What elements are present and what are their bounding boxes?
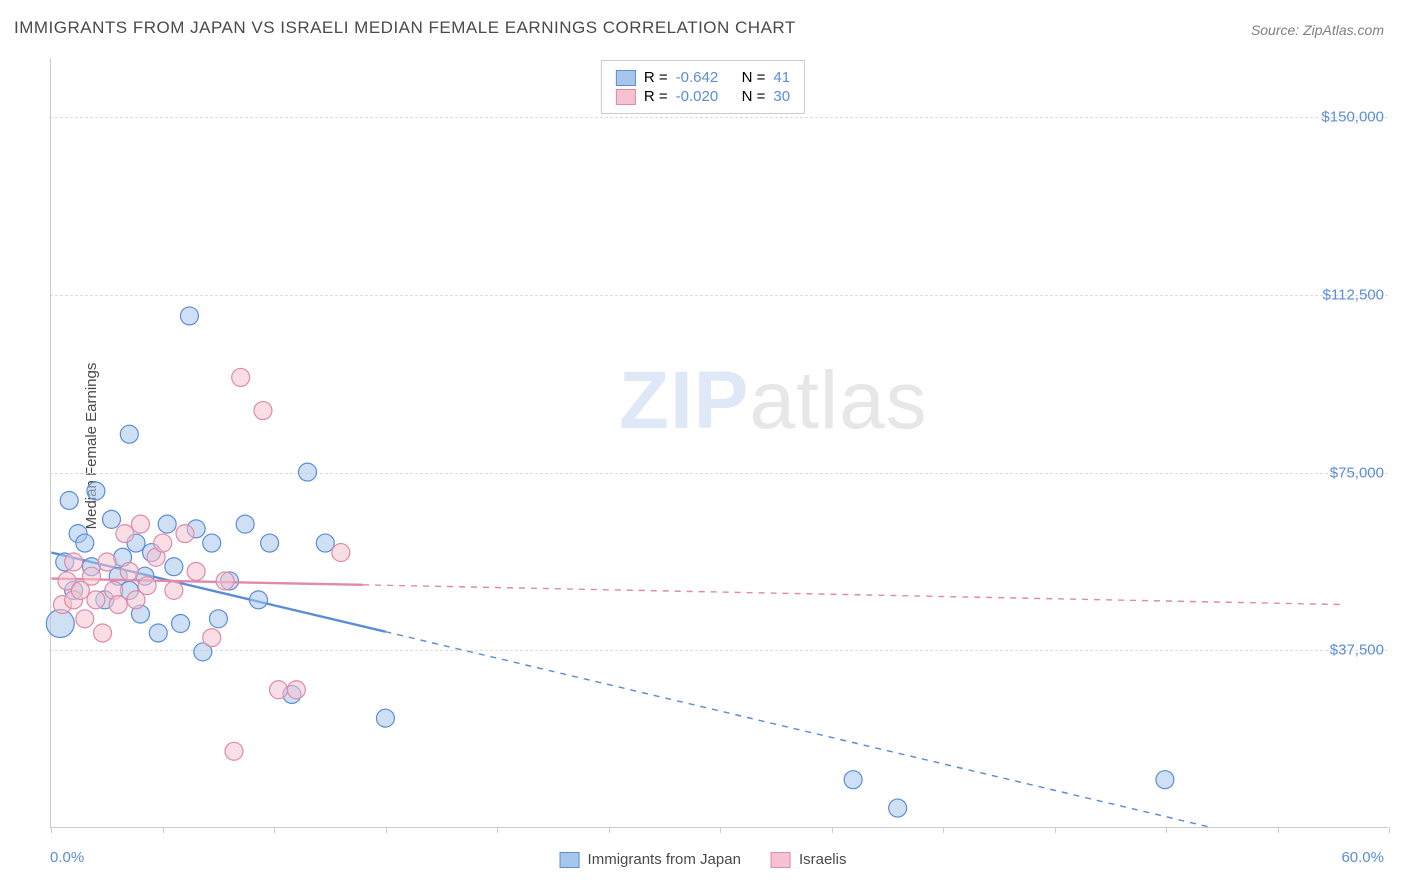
data-point [103, 510, 121, 528]
r-label: R = [644, 69, 668, 86]
data-point [158, 515, 176, 533]
data-point [889, 799, 907, 817]
data-point [844, 771, 862, 789]
legend-bottom-swatch-0 [560, 852, 580, 868]
x-tick [609, 827, 610, 833]
data-point [76, 610, 94, 628]
data-point [131, 515, 149, 533]
data-point [261, 534, 279, 552]
data-point [109, 596, 127, 614]
trendline-dashed [385, 632, 1209, 827]
data-point [138, 577, 156, 595]
legend-bottom-label-0: Immigrants from Japan [588, 851, 741, 868]
data-point [316, 534, 334, 552]
data-point [165, 581, 183, 599]
x-tick [51, 827, 52, 833]
data-point [172, 615, 190, 633]
data-point [216, 572, 234, 590]
data-point [180, 307, 198, 325]
x-tick [943, 827, 944, 833]
x-tick [1389, 827, 1390, 833]
data-point [154, 534, 172, 552]
data-point [287, 681, 305, 699]
data-point [332, 544, 350, 562]
data-point [298, 463, 316, 481]
legend-row-series-1: R = -0.020 N = 30 [616, 88, 790, 105]
data-point [98, 553, 116, 571]
data-point [187, 562, 205, 580]
n-value-1: 30 [773, 88, 790, 105]
x-tick-label-min: 0.0% [50, 849, 84, 866]
chart-plot-area [50, 58, 1388, 828]
data-point [94, 624, 112, 642]
r-value-1: -0.020 [676, 88, 734, 105]
data-point [254, 402, 272, 420]
data-point [225, 742, 243, 760]
trendline-dashed [363, 585, 1343, 605]
data-point [376, 709, 394, 727]
r-label: R = [644, 88, 668, 105]
x-tick [1278, 827, 1279, 833]
chart-title: IMMIGRANTS FROM JAPAN VS ISRAELI MEDIAN … [14, 18, 796, 38]
scatter-svg [51, 58, 1388, 827]
legend-bottom-label-1: Israelis [799, 851, 847, 868]
data-point [1156, 771, 1174, 789]
data-point [165, 558, 183, 576]
x-tick [274, 827, 275, 833]
legend-row-series-0: R = -0.642 N = 41 [616, 69, 790, 86]
data-point [236, 515, 254, 533]
legend-swatch-0 [616, 70, 636, 86]
x-tick [1055, 827, 1056, 833]
x-tick [1166, 827, 1167, 833]
x-tick [497, 827, 498, 833]
legend-bottom-swatch-1 [771, 852, 791, 868]
n-label: N = [742, 69, 766, 86]
x-tick [386, 827, 387, 833]
r-value-0: -0.642 [676, 69, 734, 86]
data-point [203, 534, 221, 552]
data-point [209, 610, 227, 628]
data-point [250, 591, 268, 609]
data-point [82, 567, 100, 585]
data-point [87, 591, 105, 609]
data-point [120, 425, 138, 443]
data-point [149, 624, 167, 642]
data-point [116, 525, 134, 543]
data-point [176, 525, 194, 543]
data-point [65, 553, 83, 571]
legend-swatch-1 [616, 89, 636, 105]
data-point [120, 562, 138, 580]
data-point [270, 681, 288, 699]
x-tick [832, 827, 833, 833]
legend-item-1: Israelis [771, 851, 847, 868]
data-point [203, 629, 221, 647]
x-tick-label-max: 60.0% [1341, 849, 1384, 866]
legend-item-0: Immigrants from Japan [560, 851, 741, 868]
data-point [76, 534, 94, 552]
n-value-0: 41 [773, 69, 790, 86]
data-point [60, 491, 78, 509]
data-point [232, 368, 250, 386]
data-point [87, 482, 105, 500]
n-label: N = [742, 88, 766, 105]
legend-stats: R = -0.642 N = 41 R = -0.020 N = 30 [601, 60, 805, 114]
x-tick [163, 827, 164, 833]
legend-series: Immigrants from Japan Israelis [560, 851, 847, 868]
x-tick [720, 827, 721, 833]
source-label: Source: ZipAtlas.com [1251, 22, 1384, 38]
